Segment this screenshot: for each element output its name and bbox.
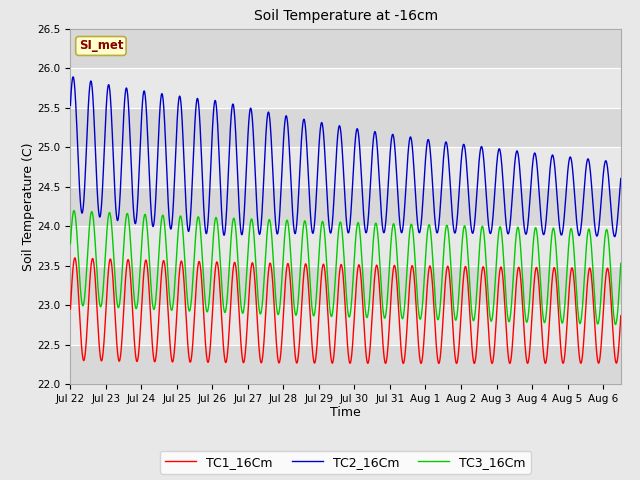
- Legend: TC1_16Cm, TC2_16Cm, TC3_16Cm: TC1_16Cm, TC2_16Cm, TC3_16Cm: [160, 451, 531, 474]
- Text: SI_met: SI_met: [79, 39, 123, 52]
- Bar: [70, 108, 621, 147]
- Line: TC3_16Cm: TC3_16Cm: [70, 211, 621, 324]
- TC2_16Cm: [611, 234, 619, 240]
- Bar: [70, 68, 621, 108]
- TC3_16Cm: [612, 322, 620, 327]
- TC1_16Cm: [602, 278, 609, 284]
- TC3_16Cm: [95, 294, 102, 300]
- Line: TC2_16Cm: TC2_16Cm: [70, 77, 621, 237]
- TC3_16Cm: [500, 263, 508, 269]
- Bar: [70, 29, 621, 68]
- TC2_16Cm: [617, 176, 625, 181]
- TC2_16Cm: [67, 103, 74, 108]
- TC3_16Cm: [67, 241, 74, 247]
- TC2_16Cm: [601, 159, 609, 165]
- TC2_16Cm: [320, 133, 328, 139]
- Bar: [70, 187, 621, 226]
- TC1_16Cm: [435, 360, 443, 366]
- TC1_16Cm: [71, 255, 79, 261]
- Bar: [70, 265, 621, 305]
- TC2_16Cm: [95, 210, 102, 216]
- TC1_16Cm: [95, 336, 102, 342]
- TC1_16Cm: [617, 313, 625, 319]
- TC3_16Cm: [617, 260, 625, 266]
- X-axis label: Time: Time: [330, 407, 361, 420]
- Title: Soil Temperature at -16cm: Soil Temperature at -16cm: [253, 10, 438, 24]
- TC2_16Cm: [601, 160, 609, 166]
- Bar: [70, 226, 621, 265]
- TC1_16Cm: [335, 285, 342, 290]
- TC3_16Cm: [335, 230, 342, 236]
- Bar: [70, 305, 621, 345]
- TC3_16Cm: [70, 208, 78, 214]
- TC2_16Cm: [335, 127, 342, 133]
- Y-axis label: Soil Temperature (C): Soil Temperature (C): [22, 142, 35, 271]
- TC1_16Cm: [320, 262, 328, 267]
- TC1_16Cm: [67, 306, 74, 312]
- Line: TC1_16Cm: TC1_16Cm: [70, 258, 621, 363]
- TC2_16Cm: [69, 74, 77, 80]
- TC1_16Cm: [601, 281, 609, 287]
- Bar: [70, 345, 621, 384]
- Bar: [70, 147, 621, 187]
- TC3_16Cm: [320, 222, 328, 228]
- TC1_16Cm: [500, 295, 508, 300]
- TC3_16Cm: [601, 233, 609, 239]
- TC3_16Cm: [601, 236, 609, 242]
- TC2_16Cm: [500, 194, 508, 200]
